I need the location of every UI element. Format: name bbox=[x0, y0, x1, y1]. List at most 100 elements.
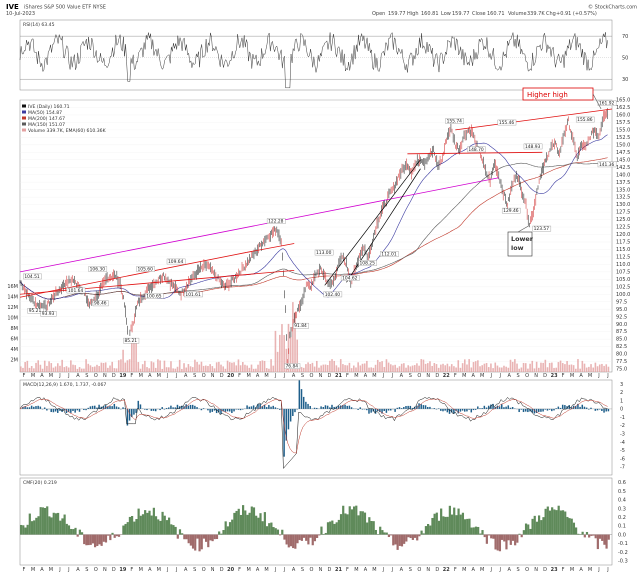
cmf-positive-bar bbox=[139, 515, 142, 535]
macd-histogram-bar bbox=[113, 403, 116, 409]
volume-bar bbox=[429, 361, 431, 372]
cmf-positive-bar bbox=[546, 506, 549, 535]
volume-bar bbox=[494, 362, 497, 372]
macd-histogram-bar bbox=[505, 406, 507, 409]
volume-bar bbox=[566, 361, 568, 372]
volume-bar bbox=[331, 359, 333, 372]
rsi-tick-label: 30 bbox=[622, 77, 628, 83]
cmf-positive-bar bbox=[281, 529, 284, 535]
cmf-negative-bar bbox=[196, 534, 199, 539]
volume-bar bbox=[292, 302, 294, 372]
macd-histogram-bar bbox=[146, 408, 148, 411]
cmf-positive-bar bbox=[551, 507, 554, 535]
cmf-positive-bar bbox=[527, 524, 530, 535]
macd-histogram-bar bbox=[133, 408, 135, 415]
price-annotation-box bbox=[323, 291, 343, 298]
volume-bar bbox=[87, 363, 90, 372]
macd-histogram-bar bbox=[394, 408, 396, 412]
volume-bar bbox=[470, 367, 473, 372]
x-axis-label: J bbox=[166, 373, 168, 379]
volume-bar bbox=[113, 368, 116, 372]
cmf-x-axis-label: M bbox=[49, 567, 53, 573]
price-annotation-box bbox=[23, 273, 42, 280]
x-axis-label: J bbox=[498, 373, 500, 379]
open-label: Open bbox=[372, 11, 385, 17]
volume-value: 339.7K bbox=[527, 11, 545, 17]
macd-histogram-bar bbox=[235, 408, 237, 410]
macd-histogram-bar bbox=[298, 380, 301, 409]
volume-bar bbox=[457, 360, 460, 372]
macd-histogram-bar bbox=[479, 408, 481, 409]
cmf-positive-bar bbox=[331, 520, 334, 535]
macd-histogram-bar bbox=[483, 405, 486, 409]
cmf-negative-bar bbox=[194, 534, 197, 551]
cmf-positive-bar bbox=[35, 517, 38, 535]
x-axis-label: S bbox=[301, 373, 304, 379]
volume-bar bbox=[403, 363, 405, 372]
cmf-positive-bar bbox=[448, 505, 451, 535]
higher-high-pointer bbox=[592, 93, 602, 110]
macd-histogram-bar bbox=[159, 408, 161, 411]
cmf-negative-bar bbox=[215, 534, 219, 540]
cmf-negative-bar bbox=[209, 534, 212, 541]
volume-bar bbox=[398, 366, 401, 372]
volume-bar bbox=[309, 363, 312, 372]
volume-bar bbox=[472, 362, 475, 372]
x-axis-label: O bbox=[310, 373, 314, 379]
cmf-positive-bar bbox=[228, 522, 232, 535]
price-tick-label: 112.5 bbox=[616, 255, 630, 261]
macd-histogram-bar bbox=[72, 408, 74, 412]
macd-histogram-bar bbox=[96, 407, 98, 409]
volume-bar bbox=[189, 366, 192, 372]
macd-histogram-bar bbox=[361, 408, 364, 410]
price-tick-label: 130.0 bbox=[616, 202, 630, 208]
volume-bar bbox=[546, 367, 549, 372]
macd-tick-label: 0 bbox=[620, 407, 623, 413]
price-annotation-box bbox=[501, 207, 521, 214]
volume-bar bbox=[20, 366, 22, 372]
macd-histogram-bar bbox=[128, 408, 131, 421]
macd-histogram-bar bbox=[561, 404, 564, 409]
macd-histogram-bar bbox=[187, 405, 190, 409]
cmf-positive-bar bbox=[124, 523, 127, 535]
cmf-positive-bar bbox=[131, 516, 134, 535]
cmf-negative-bar bbox=[387, 534, 391, 538]
volume-bar bbox=[433, 363, 436, 372]
volume-tick-label: 16M bbox=[7, 284, 18, 290]
cmf-negative-bar bbox=[107, 534, 110, 536]
macd-histogram-bar bbox=[366, 408, 368, 411]
cmf-positive-bar bbox=[575, 527, 578, 535]
price-annotation: 100.65 bbox=[146, 293, 162, 299]
cmf-x-axis-label: A bbox=[76, 567, 80, 573]
cmf-positive-bar bbox=[335, 522, 338, 535]
macd-histogram-bar bbox=[261, 406, 264, 409]
legend-swatch bbox=[22, 110, 26, 114]
macd-histogram-bar bbox=[583, 406, 586, 409]
cmf-positive-bar bbox=[46, 506, 49, 535]
cmf-positive-bar bbox=[350, 509, 354, 535]
cmf-negative-bar bbox=[588, 534, 591, 538]
macd-histogram-bar bbox=[424, 405, 427, 409]
cmf-x-axis-label: J bbox=[597, 567, 599, 573]
cmf-negative-bar bbox=[418, 534, 421, 537]
volume-bar bbox=[131, 340, 133, 372]
cmf-negative-bar bbox=[207, 534, 210, 548]
macd-histogram-bar bbox=[296, 408, 298, 410]
cmf-positive-bar bbox=[320, 526, 323, 535]
price-annotation: 95.21 bbox=[29, 308, 42, 314]
legend-swatch bbox=[22, 104, 26, 108]
price-annotation: 109.64 bbox=[168, 259, 184, 265]
cmf-negative-bar bbox=[213, 534, 216, 540]
volume-bar bbox=[409, 366, 412, 372]
macd-histogram-bar bbox=[191, 404, 194, 409]
volume-bar bbox=[387, 362, 390, 372]
cmf-negative-bar bbox=[198, 534, 201, 552]
cmf-x-axis-label: J bbox=[489, 567, 491, 573]
volume-bar bbox=[50, 363, 53, 372]
price-annotation-box bbox=[358, 260, 377, 266]
volume-bar bbox=[211, 366, 214, 372]
cmf-positive-bar bbox=[63, 514, 66, 535]
x-axis-label: A bbox=[184, 373, 188, 379]
cmf-positive-bar bbox=[22, 525, 25, 535]
volume-bar bbox=[416, 363, 418, 372]
